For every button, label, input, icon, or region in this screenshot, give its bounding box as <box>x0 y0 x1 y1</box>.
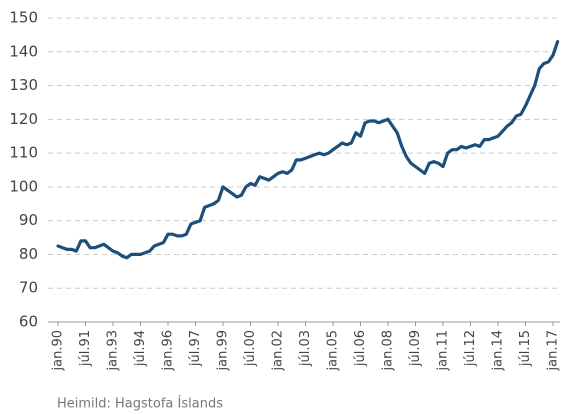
y-tick-label: 130 <box>9 76 38 94</box>
x-tick-label: júl.12 <box>463 330 478 367</box>
x-tick-label: júl.97 <box>188 330 203 367</box>
x-tick-label: jan.90 <box>51 330 66 372</box>
y-tick-label: 60 <box>19 313 38 331</box>
y-tick-label: 120 <box>9 110 38 128</box>
x-tick-label: júl.03 <box>298 330 313 367</box>
x-tick-label: júl.15 <box>518 330 533 367</box>
y-tick-label: 80 <box>19 245 38 263</box>
x-tick-label: júl.06 <box>353 330 368 367</box>
x-tick-label: jan.17 <box>546 330 561 372</box>
y-tick-label: 150 <box>9 9 38 27</box>
x-tick-label: jan.02 <box>271 330 286 372</box>
y-tick-label: 70 <box>19 279 38 297</box>
x-tick-label: jan.08 <box>381 330 396 372</box>
x-tick-label: jan.93 <box>106 330 121 372</box>
y-tick-label: 140 <box>9 42 38 60</box>
x-tick-label: júl.91 <box>78 330 93 367</box>
x-tick-label: júl.94 <box>133 330 148 367</box>
source-note: Heimild: Hagstofa Íslands <box>57 396 223 412</box>
x-tick-label: jan.96 <box>161 330 176 372</box>
x-tick-label: jan.99 <box>216 330 231 372</box>
x-tick-label: jan.05 <box>326 330 341 372</box>
x-tick-label: júl.00 <box>243 330 258 367</box>
x-tick-label: jan.14 <box>491 330 506 372</box>
y-tick-label: 100 <box>9 177 38 195</box>
y-tick-label: 110 <box>9 144 38 162</box>
x-tick-label: jan.11 <box>436 330 451 372</box>
y-tick-label: 90 <box>19 211 38 229</box>
x-tick-label: júl.09 <box>408 330 423 367</box>
data-line <box>56 40 560 260</box>
